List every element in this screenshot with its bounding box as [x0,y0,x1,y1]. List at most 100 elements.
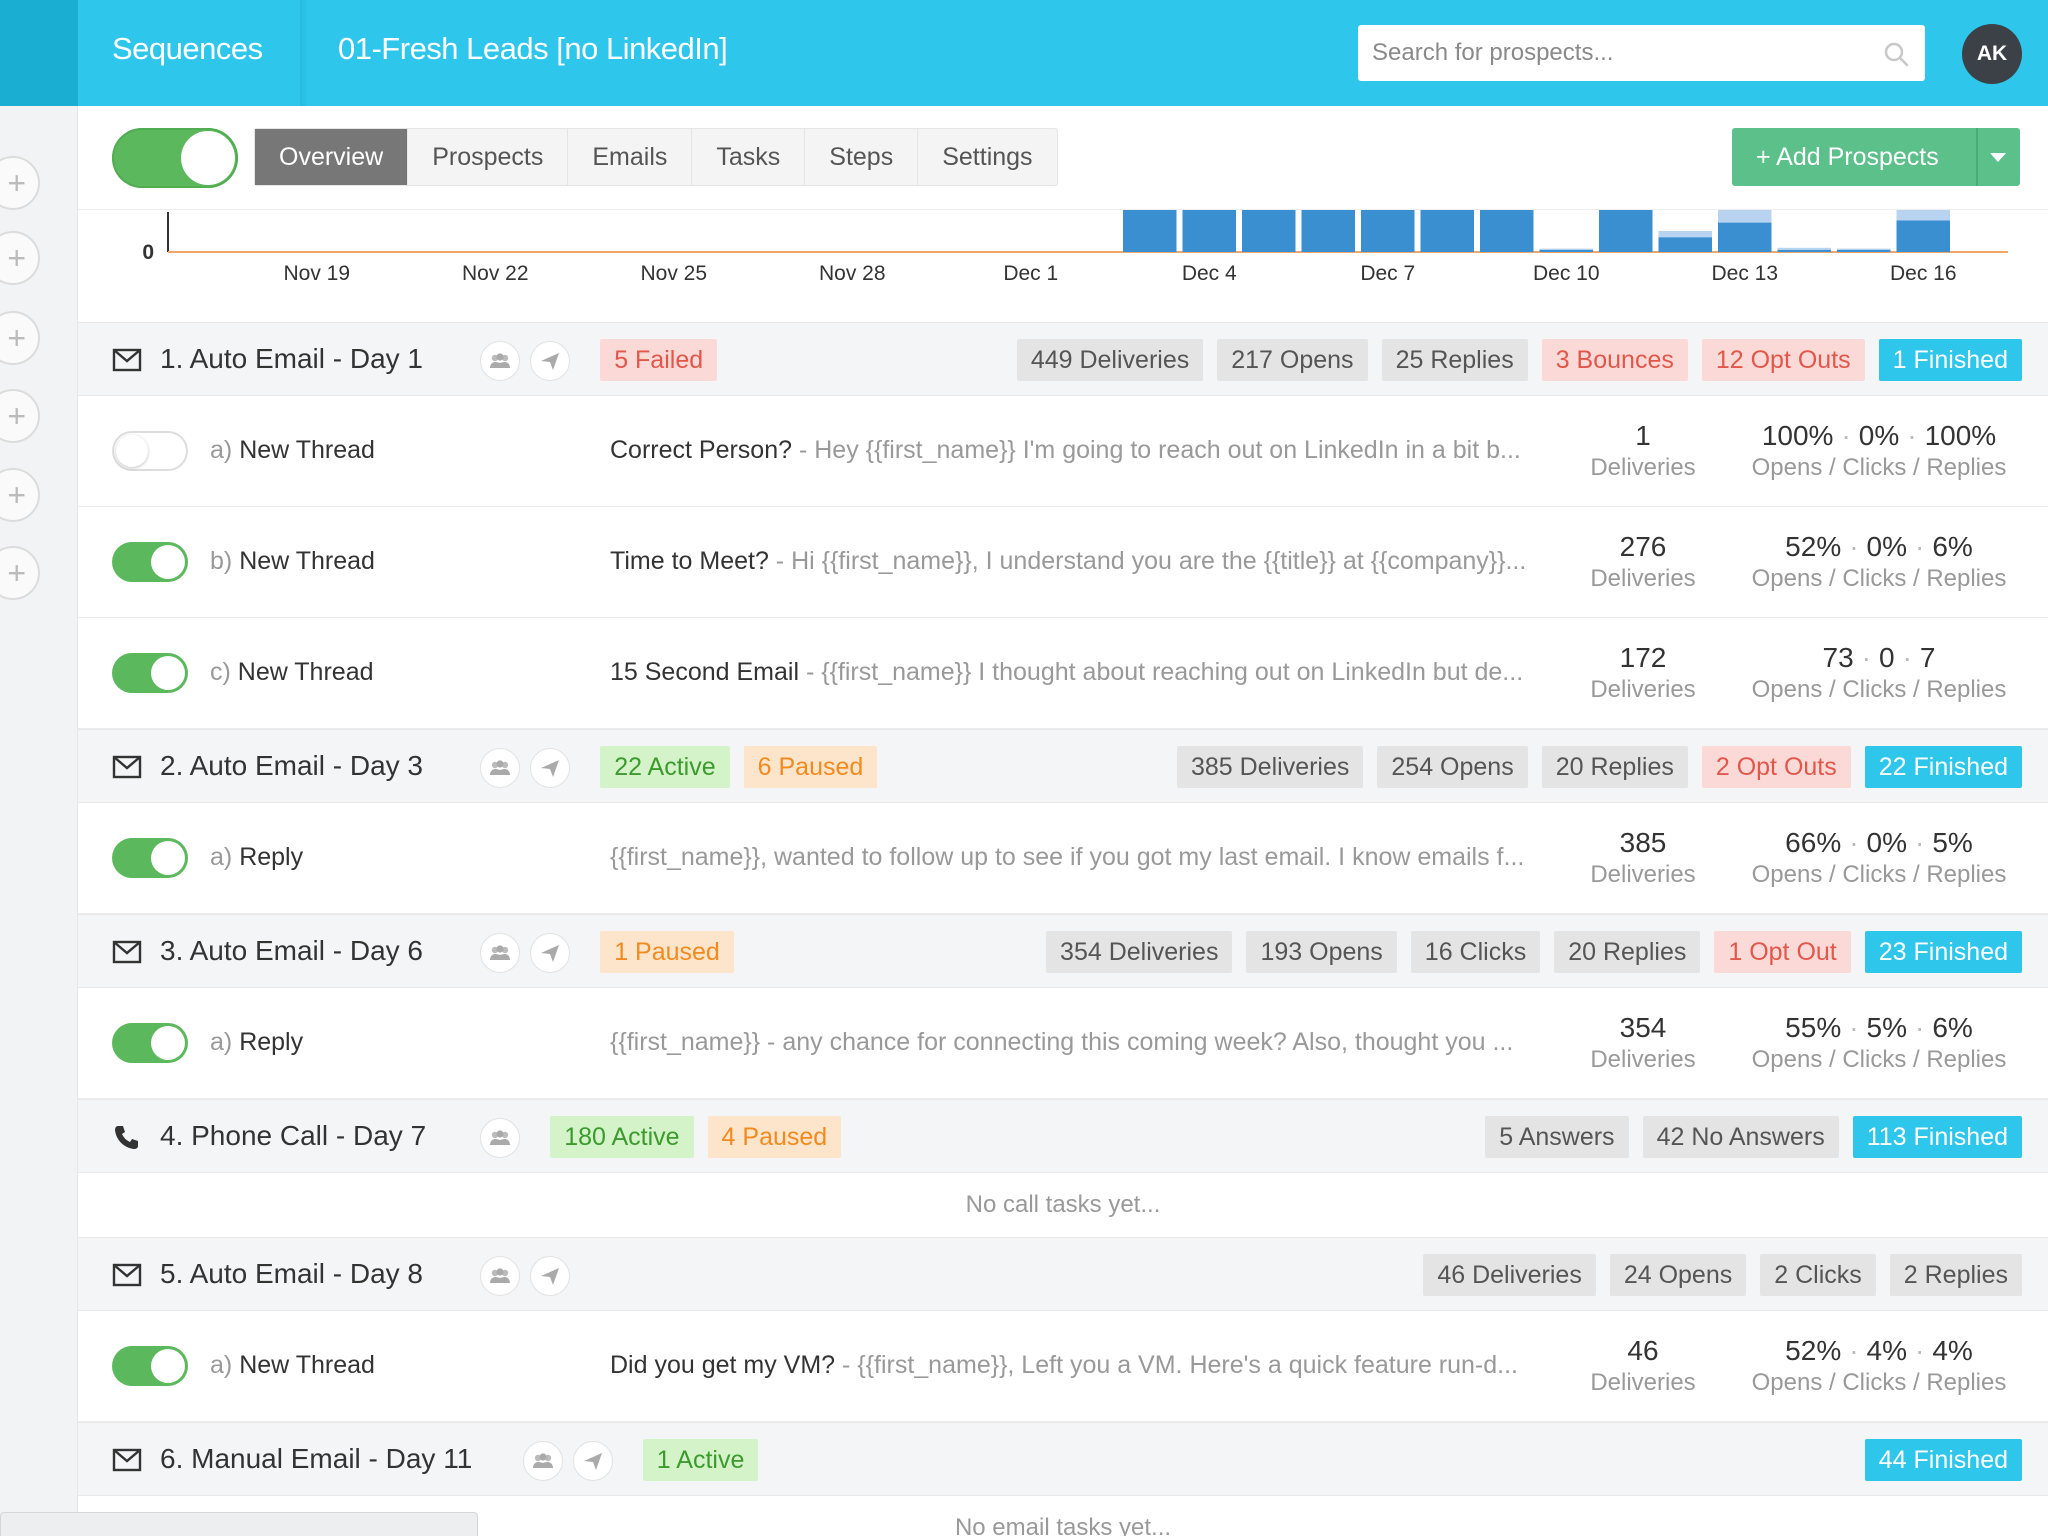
stat-badge[interactable]: 2 Replies [1889,1254,2022,1296]
add-prospects-button[interactable]: + Add Prospects [1732,128,2020,186]
email-variant-row[interactable]: c) New Thread 15 Second Email - {{first_n… [78,618,2048,729]
add-step-icon[interactable]: + [0,231,40,285]
paper-plane-icon [541,353,560,370]
email-preview[interactable]: {{first_name}} - any chance for connecti… [610,1028,1580,1057]
step-title[interactable]: 1. Auto Email - Day 1 [160,343,424,374]
stat-badge[interactable]: 5 Answers [1485,1116,1629,1158]
tab-tasks[interactable]: Tasks [692,129,806,185]
rates-values: 66% · 0% · 5% [1734,827,2024,859]
status-badge[interactable]: 180 Active [550,1116,694,1158]
stat-badge[interactable]: 16 Clicks [1410,931,1541,973]
step-title[interactable]: 4. Phone Call - Day 7 [160,1120,427,1151]
send-icon[interactable] [530,933,571,973]
send-icon[interactable] [530,341,571,381]
tab-steps[interactable]: Steps [805,129,919,185]
stat-badge[interactable]: 1 Finished [1878,339,2022,381]
email-preview[interactable]: {{first_name}}, wanted to follow up to s… [610,843,1580,872]
search-icon[interactable] [1883,41,1909,67]
email-variant-row[interactable]: a) Reply {{first_name}} - any chance for … [78,988,2048,1099]
stat-badge[interactable]: 217 Opens [1217,339,1368,381]
rates-label: Opens / Clicks / Replies [1751,861,2007,888]
stat-badge[interactable]: 42 No Answers [1642,1116,1839,1158]
step-title[interactable]: 6. Manual Email - Day 11 [160,1443,473,1474]
assignees-icon[interactable] [480,341,521,381]
variant-label: c) New Thread [210,658,374,687]
deliveries-count: 172 [1619,642,1667,673]
search-input[interactable] [1358,25,1858,81]
stat-badge[interactable]: 113 Finished [1852,1116,2022,1158]
variant-toggle[interactable] [112,1346,188,1386]
status-badge[interactable]: 5 Failed [600,339,718,381]
stat-badge[interactable]: 46 Deliveries [1423,1254,1596,1296]
stat-badge[interactable]: 2 Clicks [1760,1254,1876,1296]
variant-toggle[interactable] [112,542,188,582]
stat-badge[interactable]: 22 Finished [1864,746,2022,788]
stat-badge[interactable]: 12 Opt Outs [1701,339,1865,381]
rates-label: Opens / Clicks / Replies [1751,1046,2007,1073]
deliveries-count: 46 [1627,1335,1659,1366]
variant-toggle[interactable] [112,1023,188,1063]
email-preview[interactable]: Correct Person? - Hey {{first_name}} I'm… [610,436,1580,465]
email-variant-row[interactable]: a) New Thread Did you get my VM? - {{firs… [78,1311,2048,1422]
add-step-icon[interactable]: + [0,389,40,443]
left-rail: + + + + + + [0,106,78,1536]
sequence-active-toggle[interactable] [112,128,238,188]
step-title[interactable]: 3. Auto Email - Day 6 [160,935,424,966]
rate-value: 66% [1785,827,1842,858]
email-variant-row[interactable]: b) New Thread Time to Meet? - Hi {{first_… [78,507,2048,618]
assignees-icon[interactable] [480,1118,521,1158]
stat-badge[interactable]: 254 Opens [1377,746,1528,788]
send-icon[interactable] [572,1441,613,1481]
status-badge[interactable]: 6 Paused [743,746,878,788]
sequences-link[interactable]: Sequences [112,31,263,66]
status-badge[interactable]: 1 Active [642,1439,759,1481]
stat-badge[interactable]: 193 Opens [1246,931,1397,973]
assignees-icon[interactable] [480,748,521,788]
add-step-icon[interactable]: + [0,468,40,522]
email-subject: 15 Second Email [610,658,800,686]
stat-badge[interactable]: 20 Replies [1541,746,1688,788]
stat-badge[interactable]: 385 Deliveries [1176,746,1364,788]
stat-badge[interactable]: 23 Finished [1864,931,2022,973]
stat-badge[interactable]: 3 Bounces [1541,339,1688,381]
stat-badge[interactable]: 20 Replies [1554,931,1701,973]
stat-badge[interactable]: 44 Finished [1864,1439,2022,1481]
chart-bar [1242,210,1296,252]
assignees-icon[interactable] [480,933,521,973]
email-preview[interactable]: Did you get my VM? - {{first_name}}, Lef… [610,1351,1580,1380]
assignees-icon[interactable] [522,1441,563,1481]
step-title[interactable]: 5. Auto Email - Day 8 [160,1258,424,1289]
stat-badge[interactable]: 24 Opens [1609,1254,1747,1296]
variant-toggle[interactable] [112,653,188,693]
email-variant-row[interactable]: a) Reply {{first_name}}, wanted to follow… [78,803,2048,914]
send-icon[interactable] [530,1256,571,1296]
add-step-icon[interactable]: + [0,311,40,365]
variant-toggle[interactable] [112,838,188,878]
add-step-icon[interactable]: + [0,546,40,600]
caret-down-icon[interactable] [1990,153,2006,162]
tab-prospects[interactable]: Prospects [408,129,569,185]
email-preview[interactable]: Time to Meet? - Hi {{first_name}}, I und… [610,547,1580,576]
status-badge[interactable]: 4 Paused [707,1116,842,1158]
stat-badge[interactable]: 2 Opt Outs [1701,746,1851,788]
tab-settings[interactable]: Settings [942,143,1033,171]
deliveries-stat: 354 Deliveries [1568,1012,1718,1074]
add-step-icon[interactable]: + [0,156,40,210]
avatar[interactable]: AK [1962,24,2022,84]
tab-emails[interactable]: Emails [568,129,693,185]
bottom-panel-tab[interactable] [0,1512,478,1536]
email-variant-row[interactable]: a) New Thread Correct Person? - Hey {{fir… [78,396,2048,507]
assignees-icon[interactable] [480,1256,521,1296]
step-title[interactable]: 2. Auto Email - Day 3 [160,750,424,781]
stat-badge[interactable]: 354 Deliveries [1046,931,1233,973]
stat-badge[interactable]: 25 Replies [1381,339,1528,381]
status-badge[interactable]: 1 Paused [600,931,734,973]
add-prospects-label: + Add Prospects [1756,143,1939,171]
tab-overview[interactable]: Overview [255,129,409,185]
email-preview[interactable]: 15 Second Email - {{first_name}} I thoug… [610,658,1580,687]
stat-badge[interactable]: 449 Deliveries [1016,339,1204,381]
variant-toggle[interactable] [112,431,188,471]
stat-badge[interactable]: 1 Opt Out [1714,931,1851,973]
status-badge[interactable]: 22 Active [600,746,730,788]
send-icon[interactable] [530,748,571,788]
